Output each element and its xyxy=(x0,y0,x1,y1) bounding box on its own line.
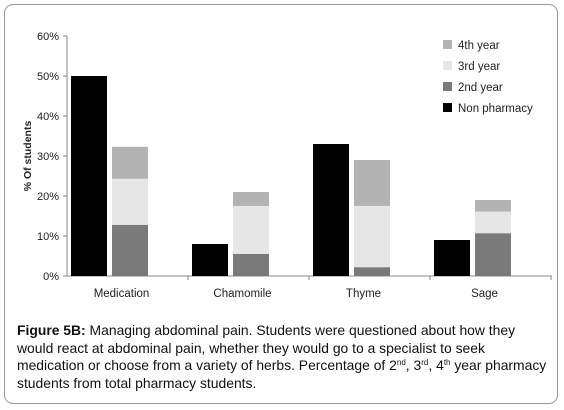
bar-2nd-year xyxy=(475,233,511,276)
y-tick-label: 50% xyxy=(37,71,59,83)
legend-label: 4th year xyxy=(458,40,500,52)
caption-sup-rd: rd xyxy=(421,358,429,367)
legend-label: Non pharmacy xyxy=(458,103,533,115)
bar-3rd-year xyxy=(233,206,269,254)
y-tick-label: 0% xyxy=(43,271,59,283)
caption-label: Figure 5B: xyxy=(17,322,86,338)
caption-text-1: Managing abdominal pain. Students were q… xyxy=(89,322,485,338)
bar-4th-year xyxy=(475,200,511,212)
caption-sup-nd: nd xyxy=(396,358,406,367)
bar-non-pharmacy xyxy=(71,76,107,276)
caption-text-3: seek medication or choose from a variety… xyxy=(17,339,485,374)
legend-swatch xyxy=(443,82,452,91)
bar-3rd-year xyxy=(112,178,148,225)
bar-3rd-year xyxy=(354,206,390,268)
legend-swatch xyxy=(443,40,452,49)
bar-4th-year xyxy=(112,146,148,179)
y-tick-label: 30% xyxy=(37,151,59,163)
legend-swatch xyxy=(443,61,452,70)
bar-3rd-year xyxy=(475,211,511,234)
x-category-label: Chamomile xyxy=(213,288,271,300)
y-tick-label: 40% xyxy=(37,111,59,123)
bar-4th-year xyxy=(233,192,269,206)
bar-2nd-year xyxy=(112,224,148,276)
caption-text-2: they would react at abdominal pain, whet… xyxy=(17,322,516,356)
caption-text-4: year pharmacy students from total pharma… xyxy=(17,357,547,391)
x-category-label: Sage xyxy=(471,288,498,300)
y-tick-label: 20% xyxy=(37,191,59,203)
x-category-label: Thyme xyxy=(346,288,381,300)
legend-label: 2nd year xyxy=(458,82,503,94)
bar-2nd-year xyxy=(233,254,269,276)
bar-non-pharmacy xyxy=(434,240,470,276)
y-tick-label: 10% xyxy=(37,231,59,243)
x-category-label: Medication xyxy=(94,288,150,300)
bar-4th-year xyxy=(354,160,390,206)
caption-sep-2: , 4 xyxy=(428,357,444,373)
bar-non-pharmacy xyxy=(313,144,349,276)
bar-chart: 0% 10% 20% 30% 40% 50% 60% % Of students Medicat… xyxy=(22,31,552,300)
caption-sup-th: th xyxy=(443,358,451,367)
y-axis-title: % Of students xyxy=(22,121,34,192)
figure-caption: Figure 5B: Managing abdominal pain. Stud… xyxy=(17,322,551,392)
y-tick-label: 60% xyxy=(37,31,59,43)
legend-swatch xyxy=(443,103,452,112)
bar-non-pharmacy xyxy=(192,244,228,276)
bar-2nd-year xyxy=(354,267,390,276)
caption-sep-1: , 3 xyxy=(405,357,422,373)
legend-label: 3rd year xyxy=(458,61,500,73)
